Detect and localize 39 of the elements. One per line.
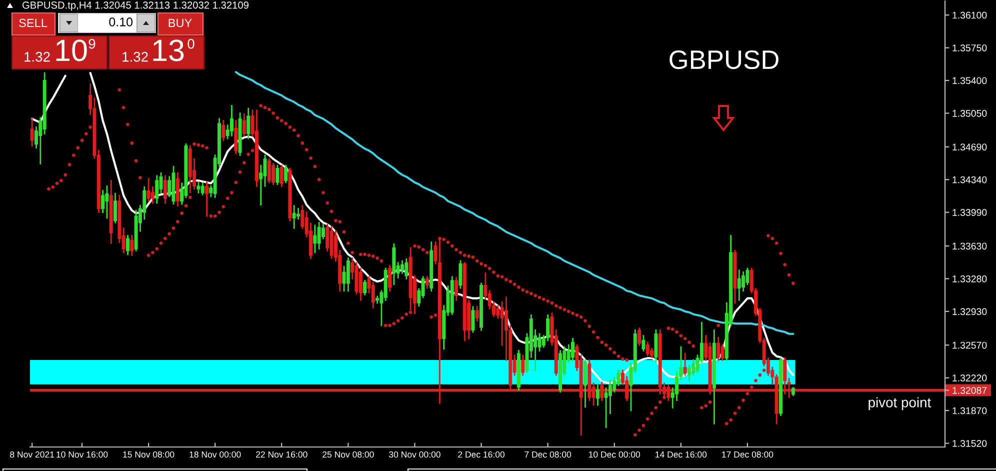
y-tick-label: 1.31520 [952, 440, 987, 447]
x-tick-label: 15 Nov 08:00 [123, 451, 174, 458]
y-tick-label: 1.32087 [952, 386, 987, 394]
y-tick-label: 1.32570 [952, 342, 987, 349]
annotation: 1.32 [122, 52, 148, 62]
annotation: BUY [168, 18, 192, 28]
y-tick-label: 1.34690 [952, 144, 987, 150]
y-tick-label: 1.32930 [952, 308, 987, 316]
annotation: 0.10 [109, 18, 133, 26]
x-tick-label: 25 Nov 08:00 [322, 451, 374, 458]
annotation: 10 [56, 40, 87, 62]
y-tick-label: 1.36100 [952, 12, 987, 19]
annotation: 13 [153, 40, 184, 62]
x-tick-label: 10 Nov 16:00 [56, 451, 108, 458]
x-tick-label: 2 Dec 16:00 [458, 451, 505, 458]
y-tick-label: 1.35050 [952, 110, 987, 117]
annotation: SELL [19, 18, 48, 28]
y-tick-label: 1.33630 [952, 242, 987, 250]
y-tick-label: 1.35400 [952, 77, 987, 84]
x-tick-label: 17 Dec 08:00 [722, 451, 774, 458]
y-tick-label: 1.32220 [952, 374, 987, 382]
x-tick-label: 18 Nov 00:00 [190, 451, 241, 458]
y-tick-label: 1.33990 [952, 209, 987, 216]
annotation: 9 [88, 38, 96, 49]
text: GBPUSD [670, 50, 778, 70]
annotation: 0 [188, 38, 194, 49]
x-tick-label: 22 Nov 16:00 [256, 451, 308, 458]
chart-subtitle: GBPUSD.tp,H4 1.32045 1.32113 1.32032 1.32109 [22, 2, 249, 11]
ref-line-label: pivot point [868, 397, 932, 410]
y-tick-label: 1.33280 [952, 275, 987, 282]
x-tick-label: 7 Dec 08:00 [524, 451, 572, 458]
annotation: 1.32 [24, 52, 50, 62]
y-tick-label: 1.31870 [952, 407, 987, 414]
x-tick-label: 8 Nov 2021 [10, 451, 54, 458]
y-tick-label: 1.34340 [952, 176, 987, 184]
x-tick-label: 14 Dec 16:00 [656, 451, 707, 458]
y-tick-label: 1.35750 [952, 44, 987, 52]
x-tick-label: 30 Nov 00:00 [389, 451, 440, 458]
x-tick-label: 10 Dec 00:00 [588, 451, 640, 458]
